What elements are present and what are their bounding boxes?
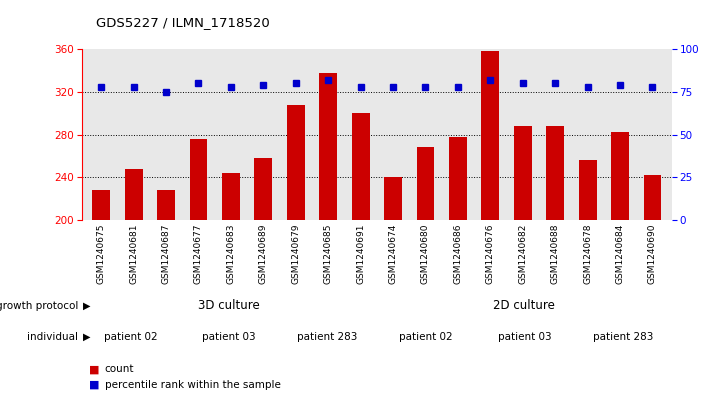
Bar	[190, 139, 208, 220]
Text: GSM1240675: GSM1240675	[97, 224, 106, 284]
Text: GSM1240681: GSM1240681	[129, 224, 138, 284]
Text: patient 03: patient 03	[203, 332, 256, 342]
Text: GSM1240678: GSM1240678	[583, 224, 592, 284]
Bar	[579, 160, 597, 220]
Text: 2D culture: 2D culture	[493, 299, 555, 312]
Text: GSM1240683: GSM1240683	[226, 224, 235, 284]
Bar	[417, 147, 434, 220]
Bar	[449, 137, 467, 220]
Bar	[222, 173, 240, 220]
Bar	[514, 126, 532, 220]
Text: ▶: ▶	[82, 301, 90, 310]
Bar	[546, 126, 564, 220]
Bar	[352, 113, 370, 220]
Text: ■: ■	[89, 364, 100, 375]
Text: GSM1240690: GSM1240690	[648, 224, 657, 284]
Text: patient 283: patient 283	[297, 332, 358, 342]
Text: patient 03: patient 03	[498, 332, 551, 342]
Bar	[255, 158, 272, 220]
Text: GSM1240680: GSM1240680	[421, 224, 430, 284]
Text: individual: individual	[27, 332, 78, 342]
Text: count: count	[105, 364, 134, 375]
Text: GSM1240686: GSM1240686	[454, 224, 462, 284]
Text: GSM1240682: GSM1240682	[518, 224, 528, 284]
Text: growth protocol: growth protocol	[0, 301, 78, 310]
Text: GSM1240679: GSM1240679	[292, 224, 300, 284]
Text: GSM1240677: GSM1240677	[194, 224, 203, 284]
Text: GSM1240689: GSM1240689	[259, 224, 268, 284]
Bar	[157, 190, 175, 220]
Bar	[287, 105, 305, 220]
Bar	[481, 51, 499, 220]
Text: GDS5227 / ILMN_1718520: GDS5227 / ILMN_1718520	[96, 17, 269, 29]
Text: GSM1240691: GSM1240691	[356, 224, 365, 284]
Bar	[611, 132, 629, 220]
Bar	[124, 169, 143, 220]
Bar	[92, 190, 110, 220]
Bar	[643, 175, 661, 220]
Text: ▶: ▶	[82, 332, 90, 342]
Text: GSM1240688: GSM1240688	[550, 224, 560, 284]
Bar	[319, 73, 337, 220]
Text: 3D culture: 3D culture	[198, 299, 260, 312]
Text: GSM1240687: GSM1240687	[161, 224, 171, 284]
Text: GSM1240685: GSM1240685	[324, 224, 333, 284]
Text: patient 283: patient 283	[592, 332, 653, 342]
Text: GSM1240684: GSM1240684	[616, 224, 624, 284]
Text: patient 02: patient 02	[104, 332, 158, 342]
Text: percentile rank within the sample: percentile rank within the sample	[105, 380, 280, 390]
Text: GSM1240674: GSM1240674	[388, 224, 397, 284]
Text: GSM1240676: GSM1240676	[486, 224, 495, 284]
Text: ■: ■	[89, 380, 100, 390]
Text: patient 02: patient 02	[399, 332, 453, 342]
Bar	[384, 177, 402, 220]
